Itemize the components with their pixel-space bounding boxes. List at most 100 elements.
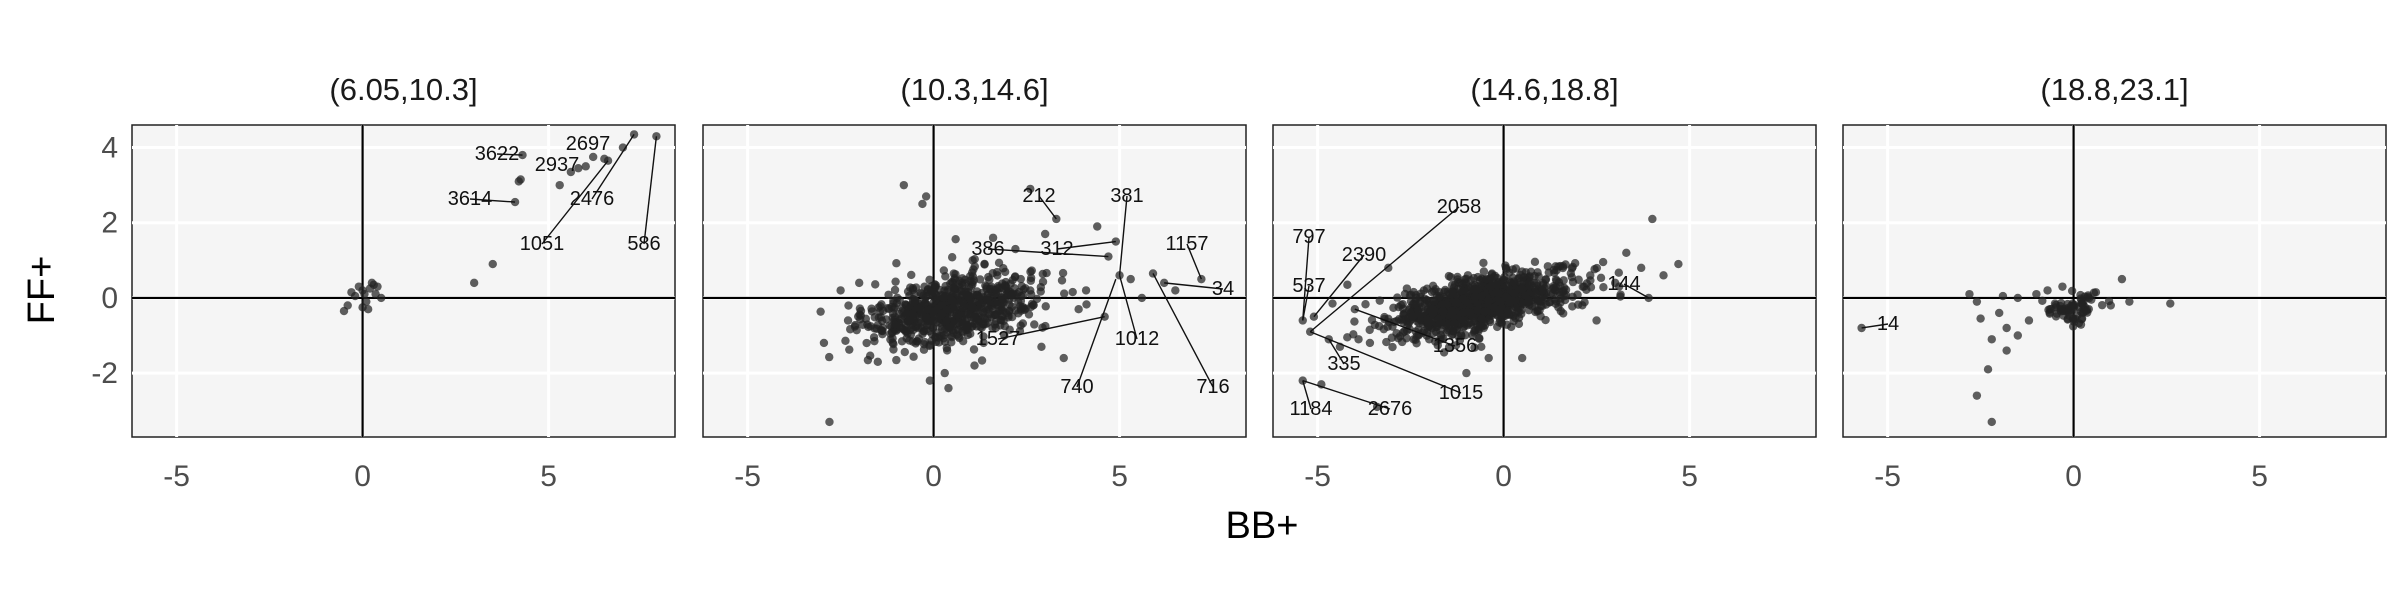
data-point xyxy=(354,282,364,291)
data-point xyxy=(873,357,883,367)
label-leader-line xyxy=(1302,285,1310,321)
data-point xyxy=(949,307,958,317)
data-point xyxy=(1041,302,1050,311)
label-leader-line xyxy=(1118,195,1128,276)
data-point xyxy=(1475,333,1484,343)
data-point xyxy=(1987,335,1996,344)
points-group xyxy=(1857,274,2175,427)
label-leader-line xyxy=(1118,275,1138,340)
data-point xyxy=(903,317,913,326)
data-point xyxy=(978,307,987,316)
panel-4: (18.8,23.1] -5 0 5 14 xyxy=(1842,72,2387,493)
data-point xyxy=(1465,318,1474,328)
point-label: 2937 xyxy=(535,154,580,176)
label-leader-line xyxy=(1313,254,1365,318)
point-labels: 2058 797 2390 537 144 335 1356 1015 1184 2676 xyxy=(1289,196,1649,420)
data-point xyxy=(855,278,864,288)
data-point xyxy=(1414,319,1424,328)
facet-strip-title: (14.6,18.8] xyxy=(1470,72,1618,107)
data-point xyxy=(1598,257,1608,267)
x-tick-label: 5 xyxy=(1111,460,1128,493)
data-point xyxy=(1459,308,1468,317)
data-point xyxy=(1439,348,1449,357)
data-point xyxy=(905,325,915,335)
data-point xyxy=(1016,321,1025,330)
data-point xyxy=(1429,296,1438,305)
data-point xyxy=(921,192,931,201)
data-point xyxy=(890,285,900,295)
data-point xyxy=(1438,306,1448,316)
data-point xyxy=(843,316,853,325)
data-point xyxy=(970,254,979,264)
point-label: 537 xyxy=(1292,275,1325,297)
label-leader-line xyxy=(541,160,609,245)
data-point xyxy=(1484,296,1493,305)
data-point xyxy=(928,324,938,333)
data-point xyxy=(1171,286,1180,295)
facet-strip-title: (6.05,10.3] xyxy=(329,72,477,107)
data-point xyxy=(1659,271,1668,280)
label-leader-line xyxy=(1152,273,1214,388)
data-point xyxy=(1567,264,1577,273)
data-point xyxy=(930,280,939,289)
data-point xyxy=(1404,319,1413,328)
label-leader-line xyxy=(1302,236,1310,321)
data-point xyxy=(1384,263,1393,273)
data-point xyxy=(939,293,948,302)
point-label: 1157 xyxy=(1165,233,1208,255)
data-point xyxy=(1448,323,1457,332)
data-point xyxy=(2038,296,2047,305)
data-point xyxy=(488,259,497,269)
data-point xyxy=(979,332,988,341)
data-point xyxy=(1502,281,1512,291)
data-point xyxy=(876,313,886,322)
x-axis-title: BB+ xyxy=(1226,505,1299,547)
x-tick-label: 5 xyxy=(1681,460,1698,493)
label-leader-line xyxy=(997,316,1105,340)
data-point xyxy=(909,352,918,361)
data-point xyxy=(1017,306,1026,315)
data-point xyxy=(1010,272,1020,282)
data-point xyxy=(923,285,933,294)
label-leader-line xyxy=(1038,195,1057,220)
label-leader-line xyxy=(1056,240,1116,250)
x-tick-label: -5 xyxy=(163,460,190,493)
data-point xyxy=(1558,309,1568,318)
data-point xyxy=(1469,273,1479,283)
data-point xyxy=(850,322,860,331)
point-label: 1015 xyxy=(1439,382,1484,404)
data-point xyxy=(878,326,887,336)
data-point xyxy=(1442,328,1451,337)
point-label: 2476 xyxy=(570,188,615,210)
data-point xyxy=(1425,319,1434,328)
data-point xyxy=(1458,287,1467,296)
data-point xyxy=(1983,365,1993,374)
data-point xyxy=(2013,293,2023,303)
data-point xyxy=(1495,318,1504,327)
data-point xyxy=(895,309,904,319)
data-point xyxy=(1648,214,1657,224)
data-point xyxy=(1477,342,1486,351)
data-point xyxy=(1382,337,1391,347)
point-labels: 212 381 1157 386 312 34 1527 1012 740 716 xyxy=(971,185,1234,398)
data-point xyxy=(1517,284,1527,294)
data-point xyxy=(360,289,369,299)
point-label: 381 xyxy=(1110,185,1143,207)
x-tick-label: 5 xyxy=(540,460,557,493)
label-leader-line xyxy=(469,198,516,203)
data-point xyxy=(1972,297,1982,306)
data-point xyxy=(1538,286,1547,295)
data-point xyxy=(2091,288,2101,297)
data-point xyxy=(2077,314,2087,323)
data-point xyxy=(866,322,875,331)
data-point xyxy=(1365,338,1375,348)
data-point xyxy=(957,278,967,288)
data-point xyxy=(618,143,628,152)
data-point xyxy=(1298,376,1307,385)
data-point xyxy=(581,162,590,171)
data-point xyxy=(1531,289,1541,299)
data-point xyxy=(925,340,934,349)
data-point xyxy=(2076,294,2086,303)
data-point xyxy=(825,352,834,362)
data-point xyxy=(889,296,898,306)
